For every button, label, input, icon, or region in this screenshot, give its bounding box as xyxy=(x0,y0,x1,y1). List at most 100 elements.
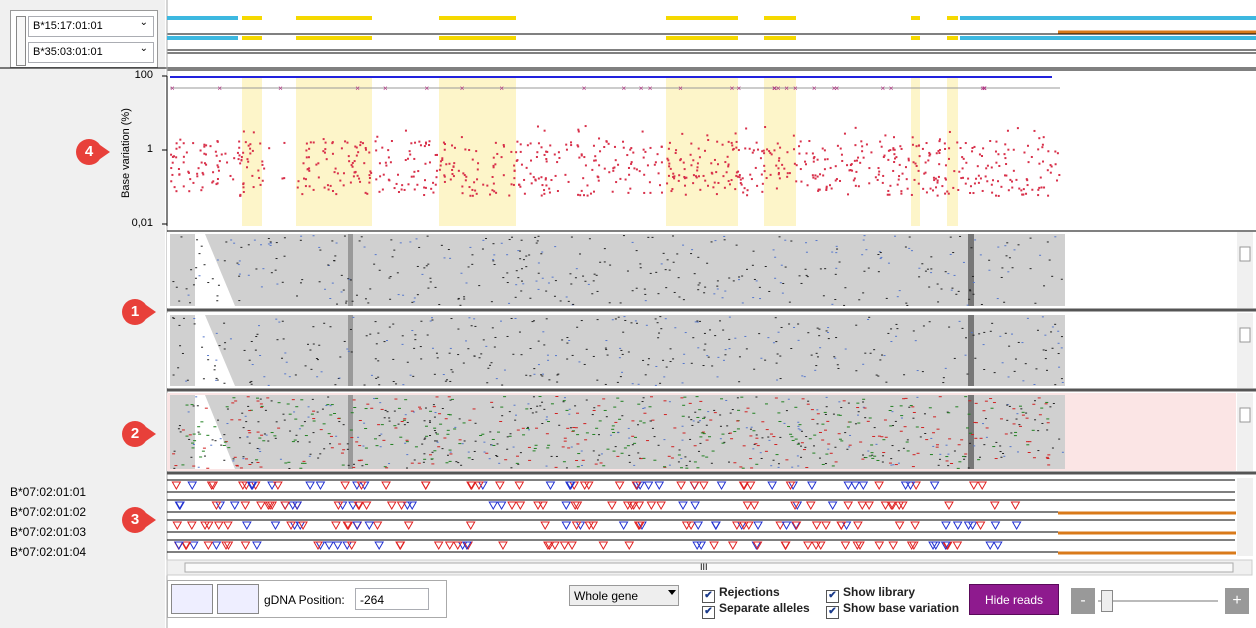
read-snp xyxy=(363,246,366,248)
variation-dot xyxy=(240,155,243,158)
read-snp xyxy=(840,407,843,409)
variation-dot xyxy=(808,140,811,143)
read-snp xyxy=(711,365,714,367)
read-snp xyxy=(335,303,338,305)
variation-dot xyxy=(224,152,227,155)
variation-dot xyxy=(543,129,546,132)
read-snp xyxy=(467,348,470,350)
allele-variant xyxy=(940,541,951,551)
checkbox[interactable]: ✔ Show library xyxy=(826,585,915,603)
read-snp xyxy=(680,397,684,399)
read-snp xyxy=(529,348,532,350)
variation-dot xyxy=(725,171,728,174)
read-snp xyxy=(887,332,890,334)
read-snp xyxy=(578,361,581,363)
read-snp xyxy=(574,405,577,407)
read-snp xyxy=(574,277,577,279)
read-snp xyxy=(768,290,771,292)
read-snp xyxy=(642,457,646,459)
read-snp xyxy=(177,428,180,430)
zoom-thumb[interactable] xyxy=(1101,590,1113,612)
checkbox-box[interactable]: ✔ xyxy=(702,606,715,619)
haplotype-select[interactable]: B*15:17:01:01 xyxy=(28,16,154,37)
variation-dot xyxy=(614,159,617,162)
checkbox[interactable]: ✔ Show base variation xyxy=(826,601,959,619)
read-snp xyxy=(1029,268,1032,270)
read-snp xyxy=(411,330,414,332)
zoom-out-button[interactable]: - xyxy=(1071,588,1095,614)
read-snp xyxy=(457,297,460,299)
checkbox-box[interactable]: ✔ xyxy=(826,590,839,603)
read-snp xyxy=(525,408,529,410)
variation-dot xyxy=(800,180,803,183)
read-snp xyxy=(628,437,631,439)
region-select[interactable]: Whole gene xyxy=(569,585,679,606)
read-snp xyxy=(451,371,454,373)
variation-dot xyxy=(204,153,207,156)
variation-dot xyxy=(607,142,610,145)
read-snp xyxy=(423,420,426,422)
read-snp xyxy=(358,240,361,242)
variation-dot xyxy=(946,190,949,193)
read-snp xyxy=(1058,366,1061,368)
read-snp xyxy=(189,302,192,304)
variation-dot xyxy=(393,187,396,190)
read-snp xyxy=(457,354,460,356)
read-snp xyxy=(824,463,827,465)
read-snp xyxy=(334,384,337,386)
read-snp xyxy=(312,410,316,412)
read-snp xyxy=(728,432,732,434)
read-snp xyxy=(275,242,278,244)
read-snp xyxy=(329,326,332,328)
variation-dot xyxy=(816,158,819,161)
variant-x: × xyxy=(425,84,430,93)
variation-dot xyxy=(642,148,645,151)
variation-dot xyxy=(513,164,516,167)
read-snp xyxy=(926,268,929,270)
read-snp xyxy=(433,450,437,452)
variation-dot xyxy=(998,164,1001,167)
read-snp xyxy=(388,326,391,328)
gdna-input[interactable]: -264 xyxy=(355,588,429,610)
read-snp xyxy=(410,462,414,464)
checkbox[interactable]: ✔ Rejections xyxy=(702,585,780,603)
scroll-grip[interactable]: III xyxy=(700,562,708,572)
read-snp xyxy=(412,375,415,377)
hide-reads-button[interactable]: Hide reads xyxy=(969,584,1059,615)
variation-dot xyxy=(830,187,833,190)
variation-dot xyxy=(205,144,208,147)
read-snp xyxy=(508,411,511,413)
read-snp xyxy=(797,425,800,427)
read-snp xyxy=(921,263,924,265)
zoom-in-button[interactable]: + xyxy=(1225,588,1249,614)
read-snp xyxy=(688,460,691,462)
variation-dot xyxy=(973,182,976,185)
read-snp xyxy=(882,455,885,457)
read-snp xyxy=(343,235,346,237)
next-button[interactable] xyxy=(217,584,259,614)
variation-dot xyxy=(671,188,674,191)
variation-dot xyxy=(918,144,921,147)
read-snp xyxy=(741,302,744,304)
swap-button[interactable] xyxy=(16,16,26,66)
variation-dot xyxy=(387,156,390,159)
read-snp xyxy=(566,427,570,429)
checkbox[interactable]: ✔ Separate alleles xyxy=(702,601,810,619)
variation-dot xyxy=(580,153,583,156)
variation-dot xyxy=(359,180,362,183)
checkbox-box[interactable]: ✔ xyxy=(826,606,839,619)
variation-dot xyxy=(416,183,419,186)
read-snp xyxy=(397,407,401,409)
read-snp xyxy=(710,462,713,464)
allele-variant xyxy=(396,501,407,511)
read-snp xyxy=(355,294,358,296)
variation-dot xyxy=(1020,189,1023,192)
variation-dot xyxy=(350,164,353,167)
checkbox-box[interactable]: ✔ xyxy=(702,590,715,603)
allele-variant xyxy=(206,481,217,491)
read-snp xyxy=(444,418,448,420)
prev-button[interactable] xyxy=(171,584,213,614)
read-snp xyxy=(378,384,381,386)
haplotype-select[interactable]: B*35:03:01:01 xyxy=(28,42,154,63)
read-snp xyxy=(569,273,572,275)
